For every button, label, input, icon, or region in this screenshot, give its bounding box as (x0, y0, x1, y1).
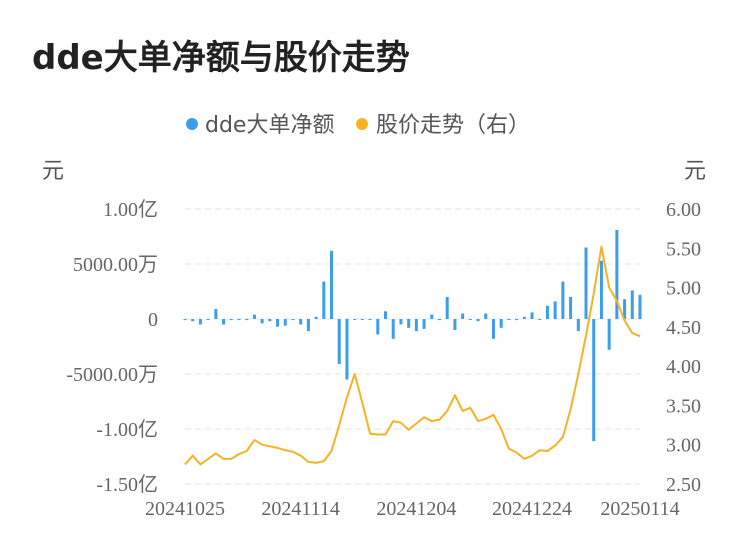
right-axis-unit: 元 (684, 159, 706, 184)
dde-bar (214, 309, 218, 319)
dde-bar (191, 319, 195, 322)
dde-bar (530, 312, 534, 319)
legend-marker-dde (186, 118, 198, 130)
right-tick-label: 5.50 (666, 238, 701, 260)
dde-bar (291, 319, 295, 321)
left-tick-label: -5000.00万 (66, 362, 158, 386)
x-tick-label: 20241204 (376, 498, 456, 520)
dde-bar (183, 319, 187, 320)
dde-bar (461, 313, 465, 319)
right-tick-label: 3.50 (666, 395, 701, 417)
legend: dde大单净额 股价走势（右） (186, 113, 530, 138)
dde-bar (229, 319, 233, 321)
legend-label-dde: dde大单净额 (205, 113, 334, 138)
dde-bar (360, 319, 364, 320)
dde-bar (376, 319, 380, 335)
dde-bar (407, 319, 411, 328)
dde-bar (283, 319, 287, 326)
dde-bar (430, 314, 434, 319)
dde-bar (468, 319, 472, 320)
dde-bar (476, 319, 480, 322)
right-axis-ticks: 6.00 5.50 5.00 4.50 4.00 3.50 3.00 2.50 (666, 199, 701, 496)
dde-bar (337, 319, 341, 365)
x-tick-label: 20241114 (261, 498, 340, 520)
dde-bar (322, 281, 326, 319)
right-tick-label: 6.00 (666, 199, 701, 221)
dde-bar (453, 319, 457, 330)
dde-bar (584, 247, 588, 319)
chart-title: dde大单净额与股价走势 (32, 38, 410, 78)
x-tick-label: 20241025 (145, 498, 225, 520)
dde-bar (206, 319, 210, 320)
dde-bar (638, 294, 642, 319)
right-tick-label: 5.00 (666, 278, 701, 300)
x-axis-ticks: 20241025 20241114 20241204 20241224 20250114 (145, 498, 680, 520)
dde-bar (607, 319, 611, 350)
dde-bar (198, 319, 202, 325)
dde-bar (553, 301, 557, 319)
legend-marker-price (356, 118, 368, 130)
left-tick-label: -1.00亿 (96, 417, 158, 441)
dde-bar (414, 319, 418, 332)
dde-bar (299, 319, 303, 325)
dde-bar (384, 311, 388, 319)
x-tick-label: 20241224 (492, 498, 572, 520)
dde-bar (345, 319, 349, 380)
dde-bar (623, 299, 627, 319)
dde-bar (545, 305, 549, 319)
left-tick-label: 0 (148, 309, 158, 331)
left-tick-label: 5000.00万 (73, 252, 158, 276)
dde-bar (237, 319, 241, 321)
left-axis-unit: 元 (42, 159, 64, 184)
dde-bar (515, 319, 519, 321)
right-tick-label: 3.00 (666, 435, 701, 457)
dde-bar (592, 319, 596, 442)
dde-bar (391, 319, 395, 339)
price-line (184, 245, 641, 466)
dde-bar (368, 319, 372, 320)
legend-label-price: 股价走势（右） (376, 113, 530, 138)
right-tick-label: 2.50 (666, 474, 701, 496)
dde-bar (615, 229, 619, 319)
dde-bar (252, 314, 256, 319)
dde-bar (561, 281, 565, 319)
dde-bar (499, 319, 503, 328)
dde-bar (538, 319, 542, 320)
dde-bar (268, 319, 272, 322)
price-line-path (184, 245, 641, 466)
dde-bar (522, 316, 526, 319)
dde-bar (276, 319, 280, 327)
right-tick-label: 4.50 (666, 317, 701, 339)
right-tick-label: 4.00 (666, 356, 701, 378)
dde-bar (260, 319, 264, 324)
dde-bar (222, 319, 226, 325)
dde-bar (399, 319, 403, 325)
x-tick-label: 20250114 (600, 498, 679, 520)
dde-bar (569, 297, 573, 319)
dde-bar (422, 319, 426, 329)
dde-bar (630, 290, 634, 319)
dde-bar (330, 250, 334, 319)
dde-bar (445, 297, 449, 319)
dde-bar (491, 319, 495, 339)
left-tick-label: -1.50亿 (96, 472, 158, 496)
dde-bar (306, 319, 310, 332)
dde-bar (599, 260, 603, 319)
dde-bar (353, 319, 357, 320)
left-axis-ticks: 1.00亿 5000.00万 0 -5000.00万 -1.00亿 -1.50亿 (66, 197, 158, 496)
dde-bar (507, 319, 511, 320)
dde-bar (576, 319, 580, 332)
dde-bar (437, 319, 441, 321)
dde-bar (484, 313, 488, 319)
dde-bar (314, 316, 318, 319)
left-tick-label: 1.00亿 (103, 197, 158, 221)
dde-bar (245, 319, 249, 321)
dde-bars (183, 229, 642, 442)
